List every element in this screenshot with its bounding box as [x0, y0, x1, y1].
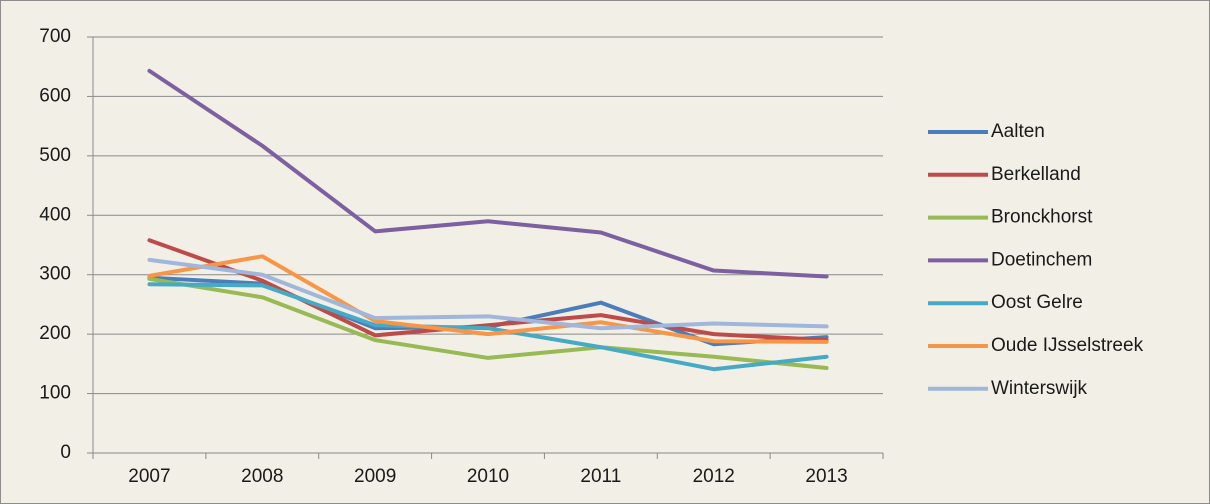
x-tick-label: 2010 — [467, 466, 509, 487]
series-line — [147, 68, 829, 279]
legend-label: Winterswijk — [991, 378, 1088, 399]
y-tick-label: 0 — [60, 442, 71, 463]
legend-label: Bronckhorst — [991, 207, 1093, 228]
legend-label: Aalten — [991, 121, 1045, 142]
y-tick-label: 700 — [39, 26, 71, 47]
x-tick-label: 2009 — [354, 466, 396, 487]
y-tick-label: 300 — [39, 264, 71, 285]
x-tick-label: 2012 — [693, 466, 735, 487]
y-tick-label: 600 — [39, 85, 71, 106]
x-tick-label: 2007 — [128, 466, 170, 487]
series-line — [147, 276, 829, 371]
x-tick-label: 2013 — [805, 466, 847, 487]
legend-label: Doetinchem — [991, 249, 1092, 270]
x-tick-label: 2011 — [580, 466, 621, 487]
legend-label: Oude IJsselstreek — [991, 335, 1144, 356]
y-tick-label: 200 — [39, 323, 71, 344]
legend-label: Oost Gelre — [991, 292, 1083, 313]
x-tick-label: 2008 — [241, 466, 283, 487]
y-tick-label: 400 — [39, 204, 71, 225]
series-line — [147, 254, 829, 344]
legend-label: Berkelland — [991, 164, 1081, 185]
series-line — [147, 282, 829, 372]
y-tick-label: 100 — [39, 383, 71, 404]
series-line — [147, 257, 829, 331]
y-tick-label: 500 — [39, 145, 71, 166]
series-line — [147, 238, 829, 343]
